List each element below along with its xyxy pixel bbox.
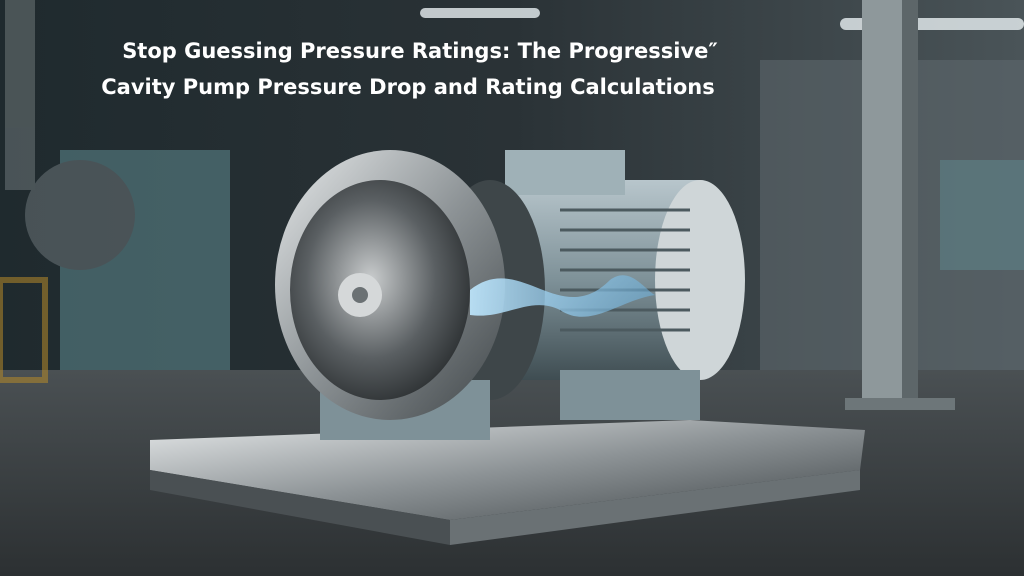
ceiling-light <box>420 8 540 18</box>
title-line: Cavity Pump Pressure Drop and Rating Cal… <box>101 75 714 99</box>
background-machine <box>0 0 230 383</box>
base-plate <box>150 420 865 545</box>
title-line: Stop Guessing Pressure Ratings: The Prog… <box>122 39 718 63</box>
column <box>845 0 955 410</box>
background-machine <box>940 160 1024 270</box>
water-flow <box>470 275 655 317</box>
pump-housing <box>275 150 545 440</box>
